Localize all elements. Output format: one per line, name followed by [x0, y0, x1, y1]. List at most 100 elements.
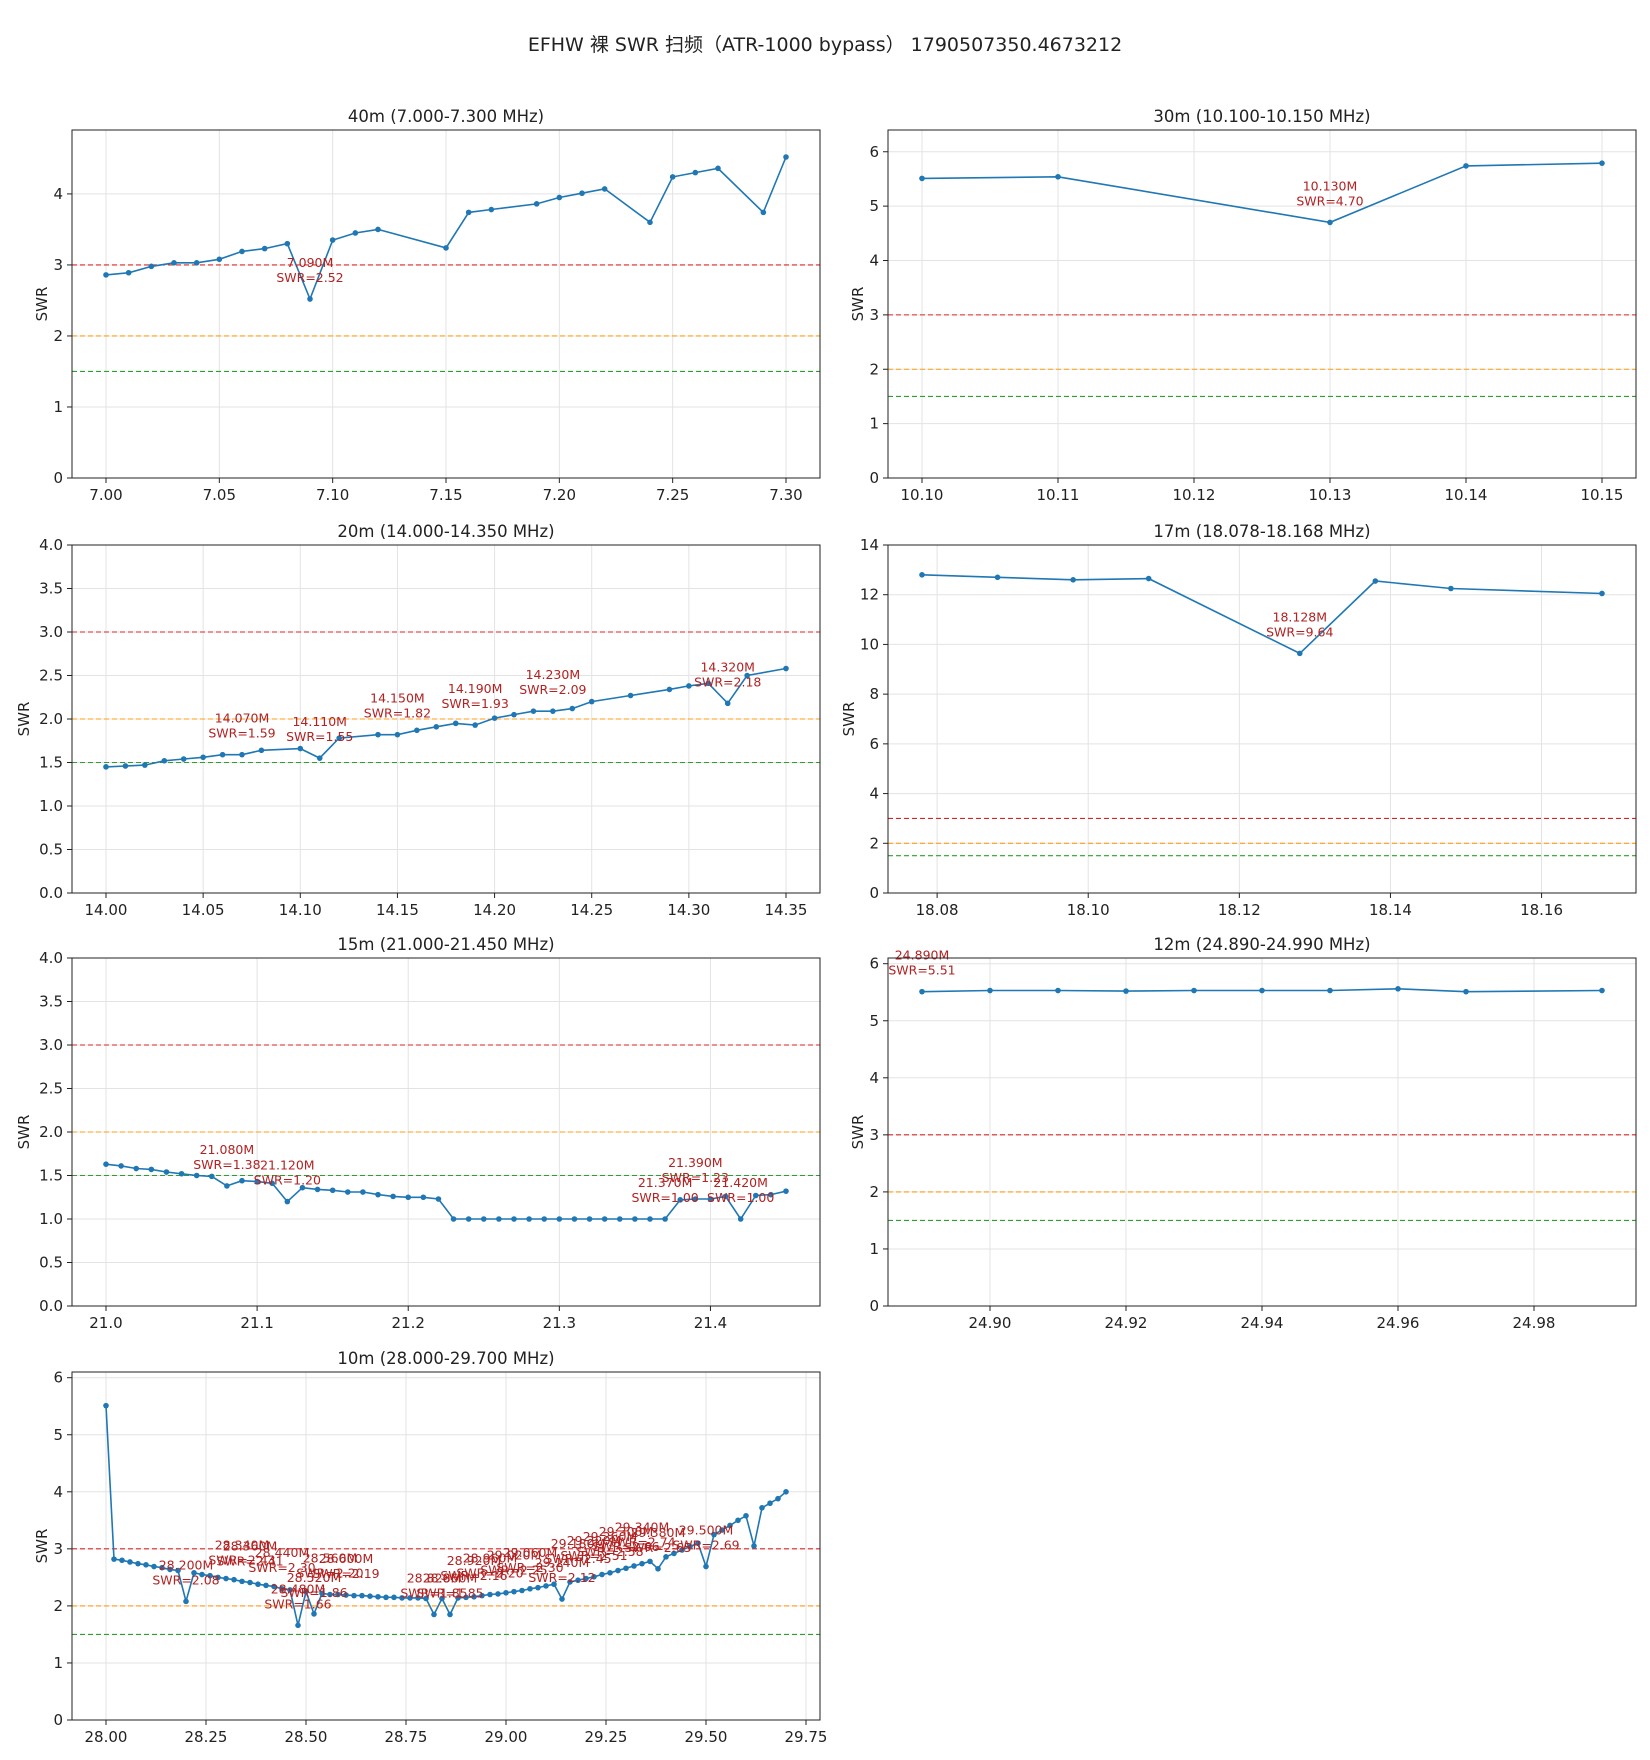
y-tick-label: 0: [869, 469, 879, 487]
data-point: [759, 1504, 765, 1511]
data-point: [666, 686, 673, 693]
data-point: [987, 987, 993, 994]
annotation-swr: SWR=1.00: [707, 1190, 774, 1205]
data-point: [208, 1173, 215, 1180]
data-point: [695, 1540, 701, 1546]
chart-panel-6: 28.200MSWR=2.0828.340MSWR=2.4328.360MSWR…: [33, 1349, 827, 1746]
data-point: [569, 705, 576, 712]
y-tick-label: 4: [869, 1069, 879, 1087]
annotation-freq: 28.960M: [463, 1550, 518, 1565]
data-point: [1055, 987, 1061, 994]
x-tick-label: 21.1: [240, 1314, 273, 1332]
data-point: [200, 754, 206, 761]
annotation-swr: SWR=2.18: [694, 674, 761, 689]
data-point: [994, 574, 1001, 581]
annotation-freq: 28.200M: [159, 1557, 214, 1572]
y-tick-label: 4: [53, 1483, 63, 1501]
x-tick-label: 28.00: [85, 1728, 128, 1746]
figure-title: EFHW 裸 SWR 扫频（ATR-1000 bypass） 179050735…: [527, 34, 1123, 56]
annotation-freq: 28.600M: [319, 1551, 374, 1566]
data-point: [279, 1585, 285, 1592]
data-point: [303, 1588, 309, 1595]
data-point: [183, 1598, 189, 1605]
data-point: [159, 1564, 165, 1571]
annotation-swr: SWR=2.20: [296, 1565, 363, 1580]
x-tick-label: 7.30: [769, 486, 802, 504]
data-point: [284, 1198, 291, 1205]
x-tick-label: 7.25: [656, 486, 689, 504]
data-point: [151, 1563, 157, 1570]
data-point: [336, 735, 342, 741]
data-point: [191, 1570, 197, 1576]
annotation-freq: 29.260M: [583, 1529, 638, 1544]
data-point: [383, 1594, 389, 1601]
data-point: [171, 260, 177, 266]
data-point: [161, 757, 168, 764]
x-tick-label: 28.50: [285, 1728, 328, 1746]
data-point: [919, 988, 925, 995]
data-point: [1191, 987, 1197, 994]
data-point: [224, 1183, 230, 1189]
data-point: [480, 1216, 487, 1222]
data-point: [295, 1622, 301, 1629]
annotation-freq: 29.180M: [551, 1536, 606, 1551]
x-tick-label: 14.10: [279, 901, 322, 919]
x-tick-label: 14.05: [182, 901, 225, 919]
data-point: [215, 1574, 221, 1581]
data-point: [127, 1559, 133, 1565]
data-point: [375, 731, 381, 738]
data-point: [1327, 219, 1333, 226]
annotation-swr: SWR=1.86: [280, 1585, 347, 1600]
data-point: [583, 1575, 589, 1582]
chart-title: 30m (10.100-10.150 MHz): [1153, 107, 1370, 126]
chart-title: 17m (18.078-18.168 MHz): [1153, 522, 1370, 541]
x-tick-label: 28.25: [185, 1728, 228, 1746]
data-point: [663, 1554, 669, 1560]
annotation-swr: SWR=2.65: [624, 1540, 691, 1555]
data-point: [471, 1593, 477, 1600]
data-point: [543, 1583, 549, 1589]
data-point: [216, 256, 223, 263]
x-tick-label: 29.25: [585, 1728, 628, 1746]
data-point: [479, 1592, 485, 1599]
x-tick-label: 7.10: [316, 486, 349, 504]
data-point: [352, 230, 359, 236]
annotation-swr: SWR=2.41: [216, 1554, 283, 1569]
annotation-freq: 29.340M: [615, 1520, 670, 1535]
data-point: [125, 269, 132, 276]
data-point: [671, 1550, 677, 1557]
annotation-freq: 29.020M: [487, 1548, 542, 1563]
y-tick-label: 2.0: [39, 710, 63, 728]
data-point: [1463, 988, 1469, 995]
data-point: [526, 1216, 532, 1222]
annotation-freq: 29.060M: [503, 1545, 558, 1560]
x-tick-label: 10.13: [1309, 486, 1352, 504]
data-point: [575, 1577, 581, 1584]
annotation-swr: SWR=9.64: [1266, 624, 1333, 639]
data-point: [669, 174, 676, 180]
annotation-swr: SWR=2.51: [560, 1548, 627, 1563]
data-point: [148, 263, 155, 270]
data-point: [327, 1591, 333, 1598]
y-tick-label: 2: [869, 1183, 879, 1201]
annotation-freq: 28.480M: [271, 1581, 326, 1596]
annotation-swr: SWR=2.25: [480, 1563, 547, 1578]
data-point: [607, 1570, 613, 1576]
annotation-swr: SWR=1.66: [264, 1596, 331, 1611]
data-point: [687, 1543, 693, 1550]
y-tick-label: 2: [53, 1597, 63, 1615]
y-tick-label: 8: [869, 685, 879, 703]
data-point: [662, 1216, 668, 1222]
y-tick-label: 1: [53, 398, 63, 416]
y-tick-label: 1: [53, 1654, 63, 1672]
annotation-swr: SWR=1.38: [193, 1157, 260, 1172]
annotation-freq: 18.128M: [1273, 609, 1328, 624]
data-point: [495, 1591, 501, 1597]
data-point: [919, 572, 925, 578]
annotation-freq: 21.120M: [260, 1158, 315, 1173]
data-point: [519, 1587, 525, 1594]
x-tick-label: 18.14: [1369, 901, 1412, 919]
y-tick-label: 4.0: [39, 949, 63, 967]
data-point: [407, 1595, 413, 1601]
